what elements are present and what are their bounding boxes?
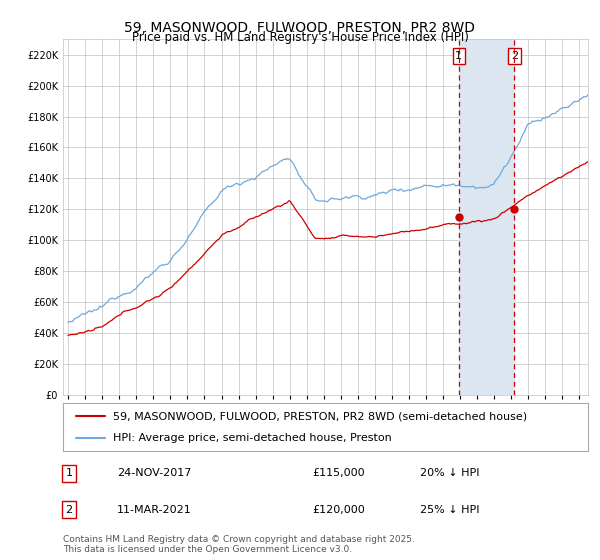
Bar <box>459 39 514 395</box>
Text: 59, MASONWOOD, FULWOOD, PRESTON, PR2 8WD: 59, MASONWOOD, FULWOOD, PRESTON, PR2 8WD <box>125 21 476 35</box>
Text: 2: 2 <box>511 51 518 61</box>
Text: £115,000: £115,000 <box>312 468 365 478</box>
Text: 25% ↓ HPI: 25% ↓ HPI <box>420 505 479 515</box>
Text: 11-MAR-2021: 11-MAR-2021 <box>117 505 192 515</box>
Text: 24-NOV-2017: 24-NOV-2017 <box>117 468 191 478</box>
Text: 1: 1 <box>65 468 73 478</box>
Text: 59, MASONWOOD, FULWOOD, PRESTON, PR2 8WD (semi-detached house): 59, MASONWOOD, FULWOOD, PRESTON, PR2 8WD… <box>113 411 527 421</box>
Text: £120,000: £120,000 <box>312 505 365 515</box>
Text: HPI: Average price, semi-detached house, Preston: HPI: Average price, semi-detached house,… <box>113 433 392 443</box>
Text: 2: 2 <box>65 505 73 515</box>
Text: Contains HM Land Registry data © Crown copyright and database right 2025.
This d: Contains HM Land Registry data © Crown c… <box>63 535 415 554</box>
Text: Price paid vs. HM Land Registry's House Price Index (HPI): Price paid vs. HM Land Registry's House … <box>131 31 469 44</box>
Text: 1: 1 <box>455 51 462 61</box>
Text: 20% ↓ HPI: 20% ↓ HPI <box>420 468 479 478</box>
